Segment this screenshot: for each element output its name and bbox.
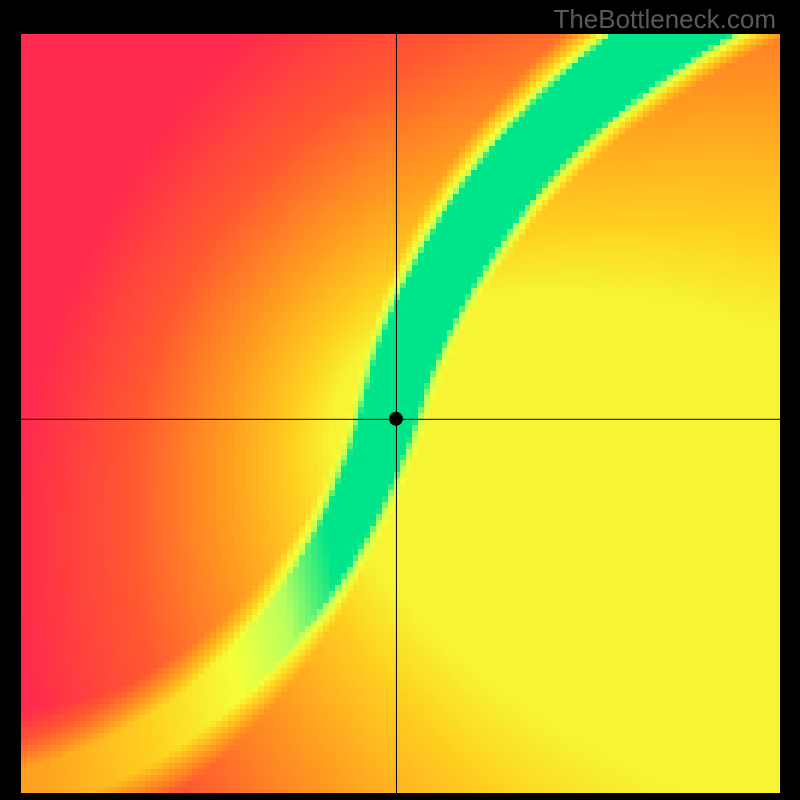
heatmap-canvas (21, 34, 780, 793)
watermark-text: TheBottleneck.com (553, 4, 776, 35)
plot-container: TheBottleneck.com (0, 0, 800, 800)
